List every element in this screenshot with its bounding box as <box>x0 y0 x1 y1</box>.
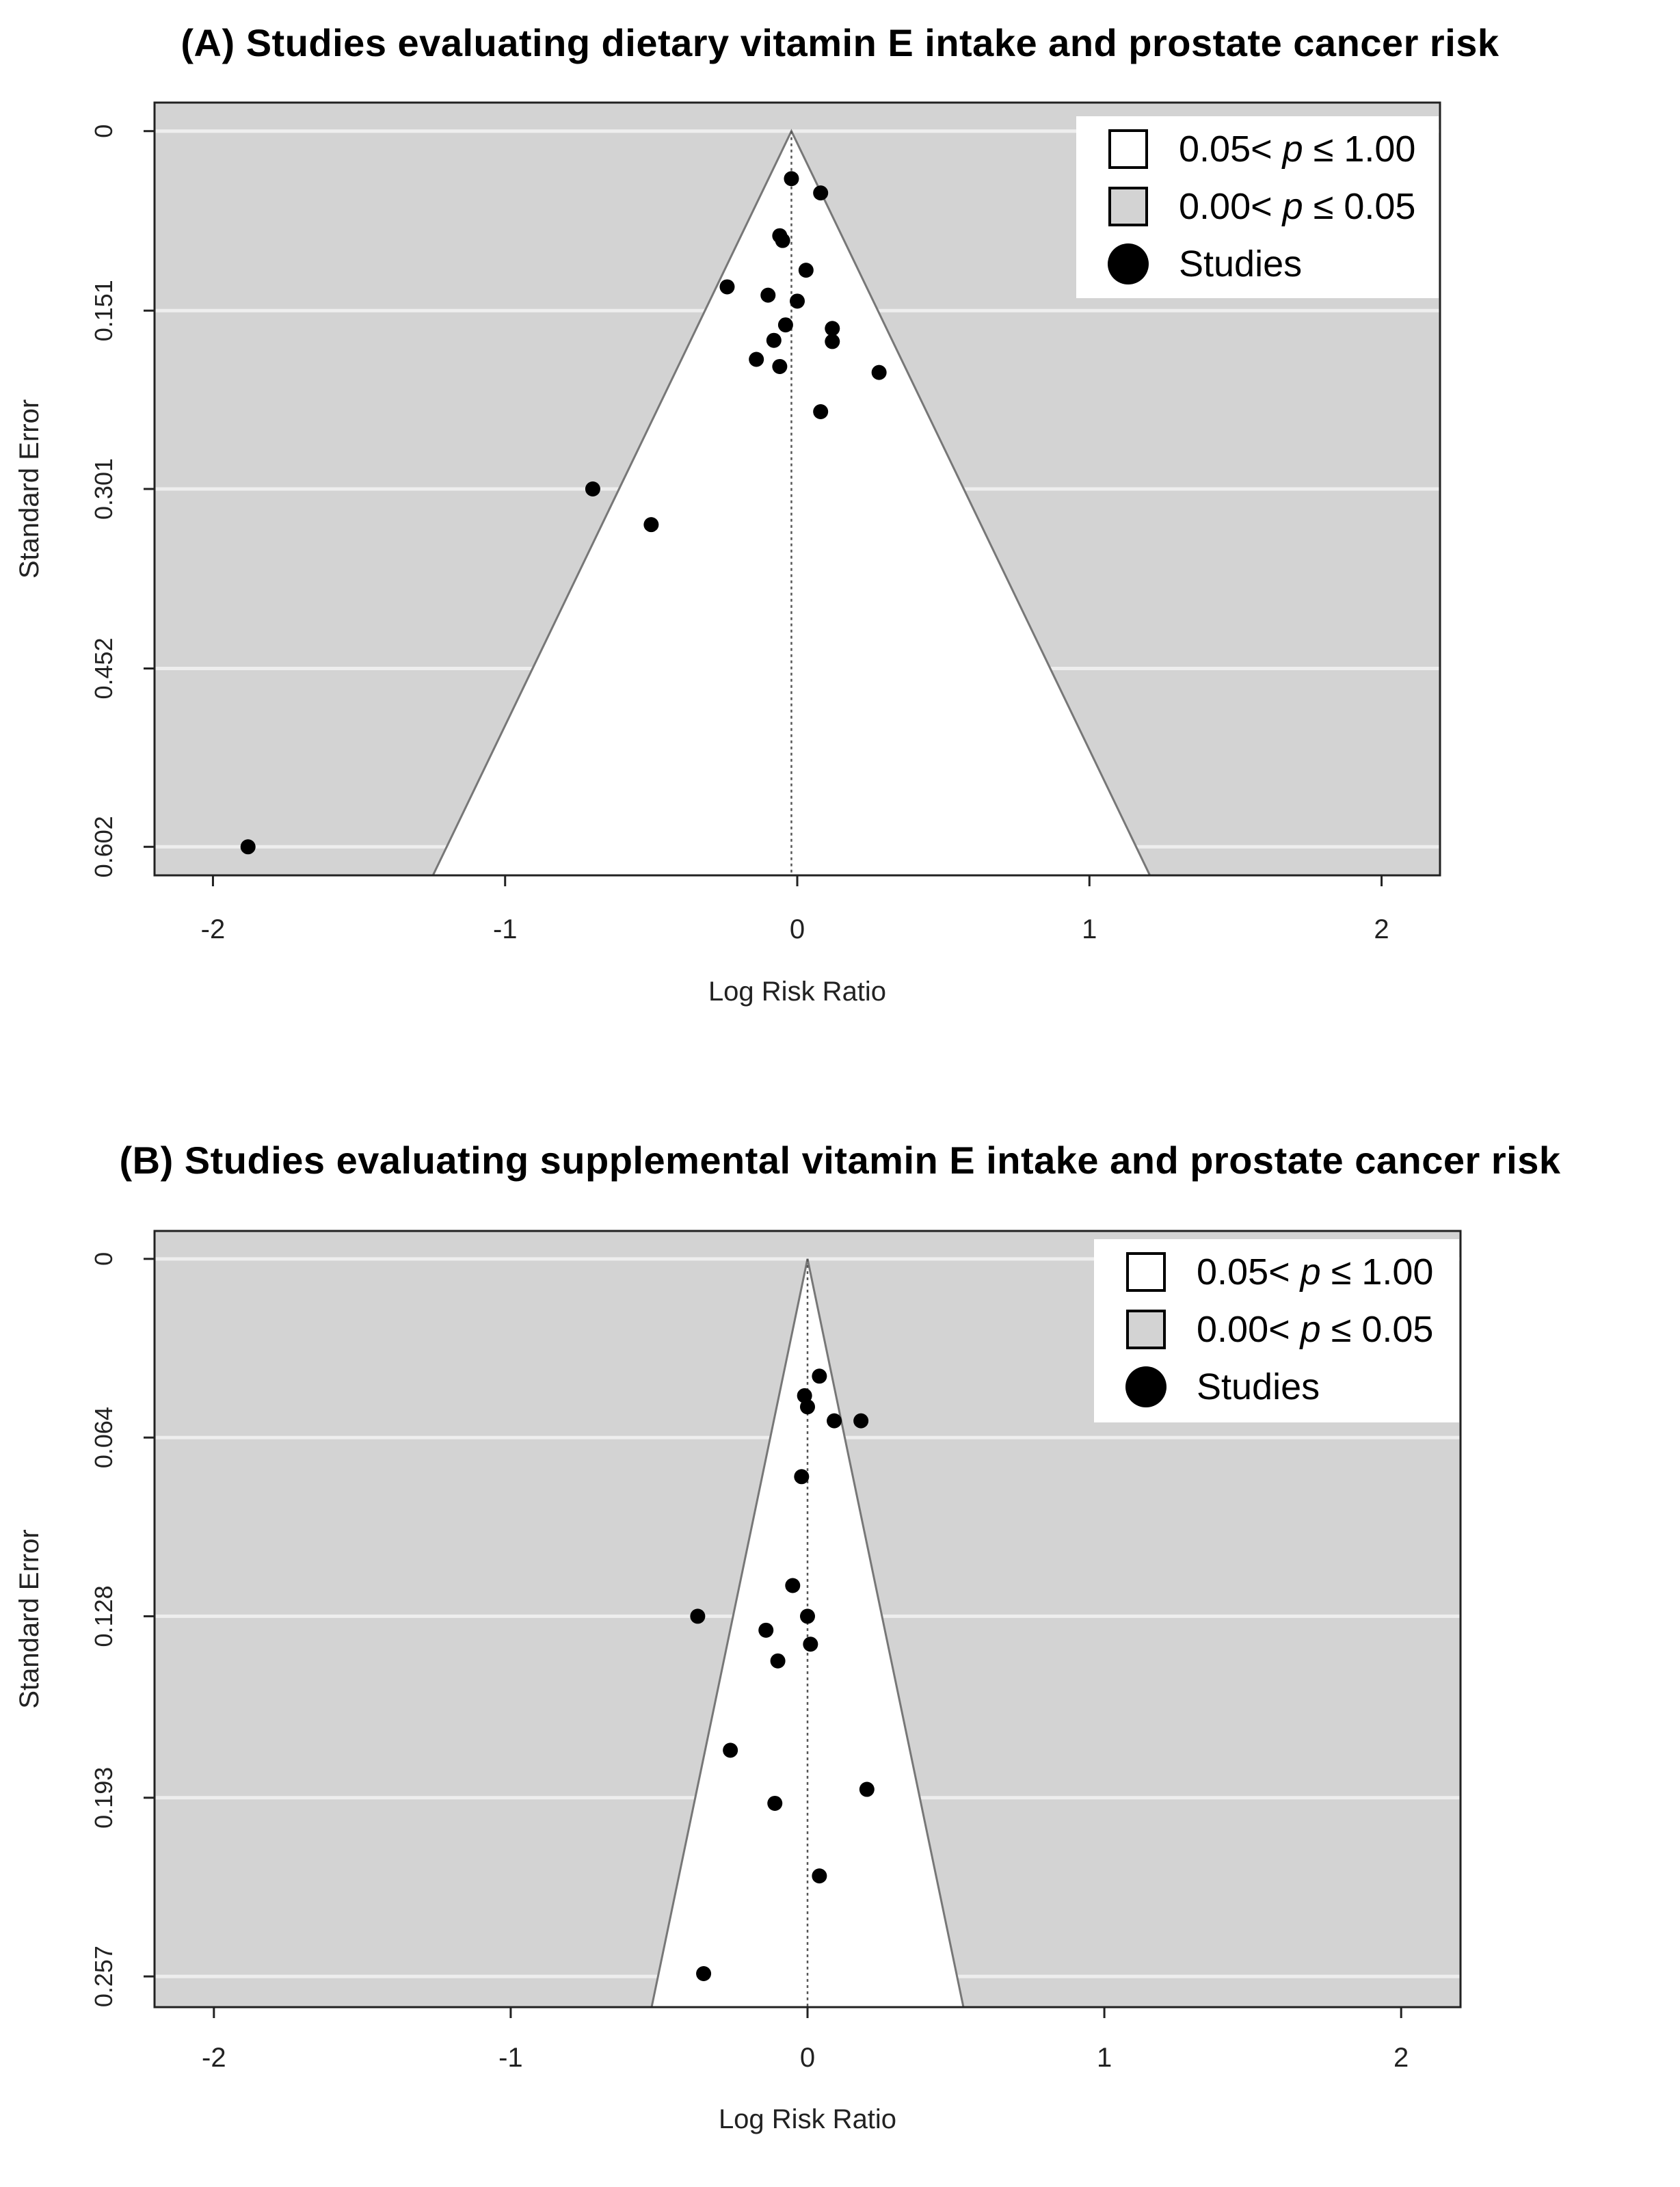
y-axis-label: Standard Error <box>14 399 44 579</box>
study-point <box>871 364 887 380</box>
x-axis-label: Log Risk Ratio <box>719 2104 896 2134</box>
y-tick-label: 0 <box>90 1252 118 1266</box>
funnel-plot-supplemental: -2 -1 0 1 2 0 0.064 0.128 0.193 0.257 Log Risk Rat… <box>14 1230 1462 2134</box>
study-point <box>643 517 659 533</box>
study-point <box>766 332 782 348</box>
study-point <box>798 263 814 278</box>
legend-nonsignificant-square <box>1108 129 1148 169</box>
y-tick-label: 0 <box>90 124 118 138</box>
study-point <box>749 352 764 367</box>
study-point <box>696 1966 712 1982</box>
legend-label: Studies <box>1179 243 1302 284</box>
legend-significant-square <box>1108 187 1148 226</box>
x-tick-label: 0 <box>800 2043 815 2073</box>
study-point <box>767 1795 783 1811</box>
study-point <box>812 1368 827 1384</box>
x-tick-label: -2 <box>202 2043 226 2073</box>
study-point <box>813 185 829 201</box>
study-point <box>790 293 805 309</box>
legend-significant-square <box>1126 1310 1166 1349</box>
study-point <box>813 404 829 419</box>
y-tick-label: 0.257 <box>90 1946 118 2007</box>
chart-title-supplemental: (B) Studies evaluating supplemental vita… <box>119 1139 1561 1182</box>
chart-title-dietary: (A) Studies evaluating dietary vitamin E… <box>181 21 1499 64</box>
y-tick-label: 0.301 <box>90 458 118 520</box>
study-point <box>760 287 776 303</box>
panel-dietary: (A) Studies evaluating dietary vitamin E… <box>14 21 1499 1007</box>
study-point <box>775 233 790 248</box>
study-point <box>777 317 793 333</box>
study-point <box>772 358 788 374</box>
y-axis-label: Standard Error <box>14 1529 44 1708</box>
x-tick-label: 1 <box>1097 2043 1112 2073</box>
study-point <box>803 1636 818 1652</box>
study-point <box>770 1653 786 1669</box>
study-point <box>784 171 799 187</box>
study-point <box>859 1781 875 1797</box>
study-point <box>853 1413 869 1429</box>
study-point <box>723 1742 738 1758</box>
x-tick-label: -1 <box>493 914 518 944</box>
x-tick-label: 2 <box>1374 914 1389 944</box>
y-tick-label: 0.151 <box>90 280 118 341</box>
study-point <box>800 1399 815 1415</box>
study-point <box>690 1608 706 1624</box>
panel-supplemental: (B) Studies evaluating supplemental vita… <box>0 1108 1680 2187</box>
study-point <box>825 321 840 336</box>
study-point <box>800 1608 815 1624</box>
study-point <box>585 481 600 496</box>
study-point <box>812 1868 827 1884</box>
study-point <box>785 1578 801 1593</box>
funnel-region <box>431 129 1151 875</box>
study-point <box>719 279 735 295</box>
y-tick-label: 0.064 <box>90 1407 118 1468</box>
y-tick-label: 0.452 <box>90 637 118 699</box>
y-tick-label: 0.602 <box>90 816 118 877</box>
x-tick-label: 2 <box>1394 2043 1409 2073</box>
study-point <box>827 1413 842 1429</box>
study-point <box>240 839 256 855</box>
legend-label: 0.05< p ≤ 1.00 <box>1179 129 1415 170</box>
x-tick-label: -2 <box>201 914 226 944</box>
x-tick-label: -1 <box>498 2043 523 2073</box>
y-tick-label: 0.193 <box>90 1767 118 1829</box>
y-tick-label: 0.128 <box>90 1585 118 1647</box>
legend-label: 0.05< p ≤ 1.00 <box>1197 1251 1433 1293</box>
legend-nonsignificant-square <box>1126 1252 1166 1292</box>
legend-label: 0.00< p ≤ 0.05 <box>1179 186 1415 227</box>
funnel-region <box>650 1258 965 2007</box>
legend-label: 0.00< p ≤ 0.05 <box>1197 1309 1433 1350</box>
x-axis-label: Log Risk Ratio <box>708 977 886 1007</box>
x-tick-label: 0 <box>790 914 805 944</box>
study-point <box>825 334 840 349</box>
legend-studies-dot <box>1125 1366 1166 1407</box>
x-tick-label: 1 <box>1082 914 1097 944</box>
legend-studies-dot <box>1108 243 1149 284</box>
legend-label: Studies <box>1197 1366 1320 1407</box>
funnel-plot-dietary: -2 -1 0 1 2 0 0.151 0.301 0.452 0.602 Log Risk Rat… <box>14 101 1441 1007</box>
study-point <box>794 1469 810 1485</box>
study-point <box>758 1622 774 1638</box>
